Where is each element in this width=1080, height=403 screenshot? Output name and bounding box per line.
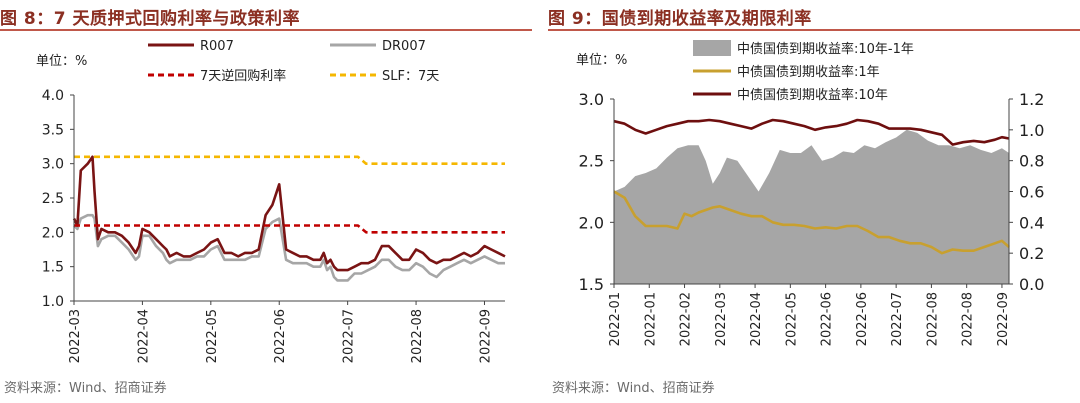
figure-8-title: 图 8：7 天质押式回购利率与政策利率 [0, 9, 300, 29]
legend-label: DR007 [382, 39, 426, 54]
y-tick-label: 3.0 [42, 157, 64, 173]
x-tick-label: 2022-01 [643, 292, 658, 346]
x-tick-label: 2022-03 [714, 292, 729, 346]
y-tick-label: 1.5 [579, 275, 604, 294]
x-tick-label: 2022-08 [925, 292, 940, 346]
x-tick-label: 2022-06 [820, 292, 835, 346]
figure-8-unit-label: 单位：% [36, 54, 87, 69]
x-tick-label: 2022-09 [478, 309, 493, 363]
x-tick-label: 2022-01 [608, 292, 623, 346]
y-tick-label: 2.0 [42, 225, 64, 241]
figure-9-unit-label: 单位：% [576, 53, 627, 68]
legend-label: R007 [200, 39, 234, 54]
figure-9-title-rule [548, 29, 1080, 31]
x-tick-label: 2022-06 [273, 309, 288, 363]
y2-tick-label: 0.2 [1019, 244, 1044, 263]
y-tick-label: 2.5 [42, 191, 64, 207]
series-line-中债国债到期收益率:10年 [613, 118, 1010, 146]
x-tick-label: 2022-08 [961, 292, 976, 346]
y2-tick-label: 0.4 [1019, 213, 1044, 232]
x-tick-label: 2022-05 [784, 292, 799, 346]
y-tick-label: 2.5 [579, 152, 604, 171]
y2-tick-label: 0.8 [1019, 152, 1044, 171]
y2-tick-label: 1.0 [1019, 121, 1044, 140]
x-tick-label: 2022-06 [855, 292, 870, 346]
x-tick-label: 2022-09 [996, 292, 1011, 346]
series-line-SLF：7天 [74, 155, 505, 165]
y2-tick-label: 1.2 [1019, 90, 1044, 109]
legend-label: 中债国债到期收益率:10年-1年 [737, 41, 914, 57]
x-tick-label: 2022-04 [749, 292, 764, 346]
legend-label: 7天逆回购利率 [200, 68, 286, 84]
y-tick-label: 2.0 [579, 213, 604, 232]
y-tick-label: 1.0 [42, 294, 64, 310]
y2-tick-label: 0.6 [1019, 183, 1044, 202]
y-tick-label: 3.0 [579, 90, 604, 109]
legend-label: 中债国债到期收益率:10年 [737, 87, 888, 103]
series-line-R007 [72, 155, 506, 272]
x-tick-label: 2022-04 [136, 309, 151, 363]
x-tick-label: 2022-05 [205, 309, 220, 363]
x-tick-label: 2022-07 [342, 309, 357, 363]
figure-9-source: 资料来源：Wind、招商证券 [552, 381, 715, 396]
y-tick-label: 1.5 [42, 260, 64, 276]
figure-9-chart: 1.5 2.0 2.5 3.0 0.0 0.2 0.4 0.6 0.8 1.0 1.2 2022-01… [576, 40, 1044, 346]
y-tick-label: 3.5 [42, 122, 64, 138]
series-area-中债国债到期收益率:10年-1年 [614, 129, 1009, 284]
figure-8-title-rule [0, 29, 532, 31]
x-tick-label: 2022-02 [679, 292, 694, 346]
x-tick-label: 2022-08 [410, 309, 425, 363]
figure-9: 图 9：国债到期收益率及期限利率 1.5 2.0 2.5 3.0 0.0 0.2 0.4 0.… [548, 0, 1080, 401]
legend-swatch [693, 40, 731, 56]
legend-label: SLF：7天 [382, 69, 439, 84]
series-line-7天逆回购利率 [74, 224, 505, 234]
x-tick-label: 2022-03 [68, 309, 83, 363]
y-tick-label: 4.0 [42, 88, 64, 104]
series-line-中债国债到期收益率:1年 [613, 190, 1010, 255]
figure-8-source: 资料来源：Wind、招商证券 [4, 381, 167, 396]
x-tick-label: 2022-07 [890, 292, 905, 346]
figure-8: 图 8：7 天质押式回购利率与政策利率 1.0 1.5 2.0 2.5 3.0 3.5 4.… [0, 0, 532, 401]
figure-9-title: 图 9：国债到期收益率及期限利率 [548, 9, 812, 29]
series-line-DR007 [73, 213, 505, 282]
legend-label: 中债国债到期收益率:1年 [737, 64, 880, 80]
figure-8-chart: 1.0 1.5 2.0 2.5 3.0 3.5 4.0 2022-03 2022-04 2022-… [36, 39, 506, 363]
y2-tick-label: 0.0 [1019, 275, 1044, 294]
